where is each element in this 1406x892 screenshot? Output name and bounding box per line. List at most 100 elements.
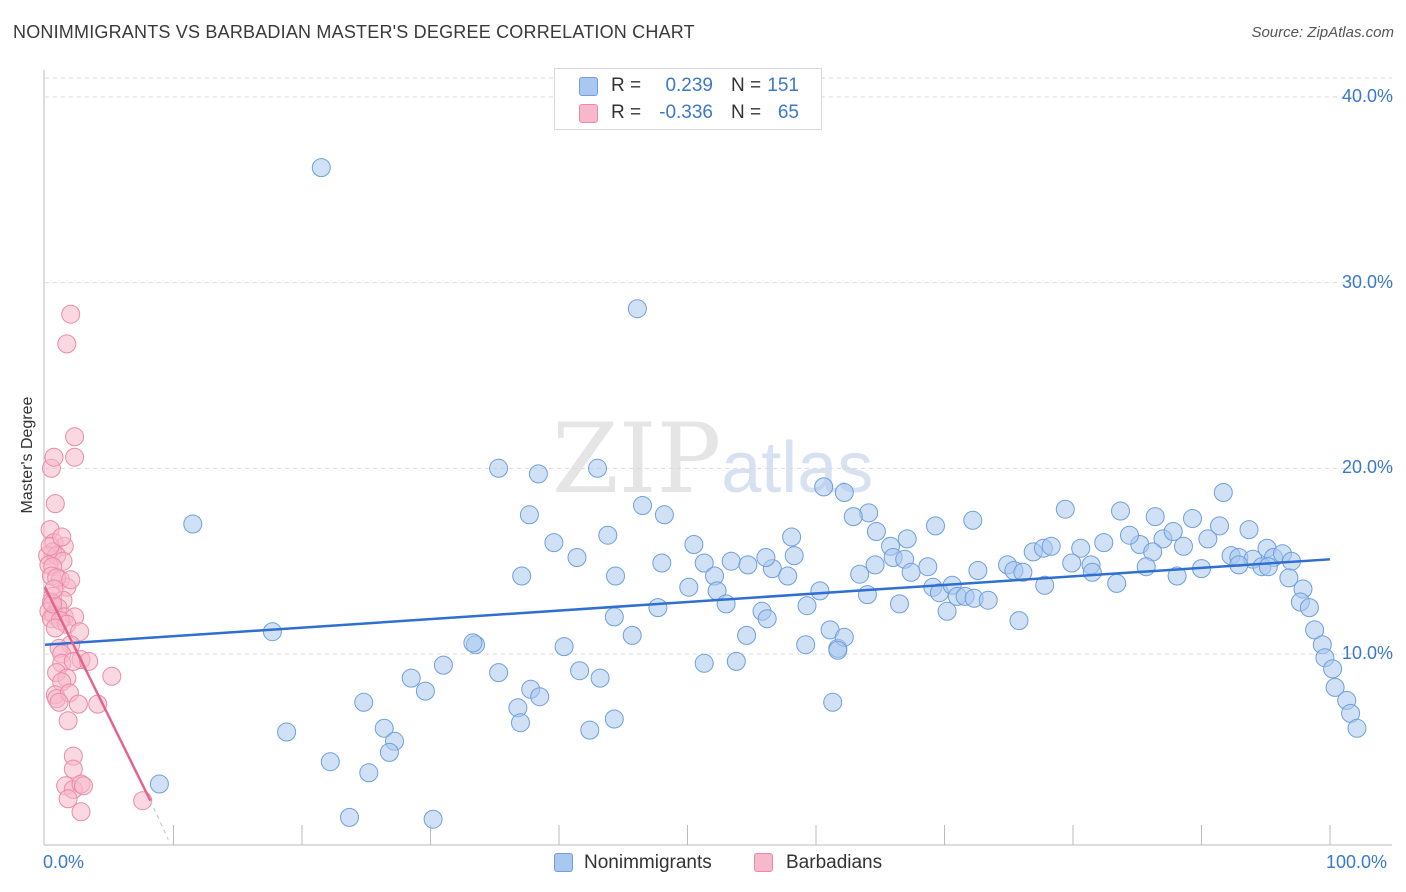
data-point-barbadians: [74, 776, 93, 796]
data-point-nonimmigrants: [738, 555, 758, 575]
data-point-nonimmigrants: [567, 548, 587, 567]
series-legend-swatch-blue: [554, 853, 573, 872]
data-point-barbadians: [58, 711, 78, 731]
data-point-nonimmigrants: [340, 807, 359, 827]
data-point-nonimmigrants: [797, 596, 817, 616]
data-point-nonimmigrants: [796, 635, 816, 655]
data-point-nonimmigrants: [463, 633, 483, 653]
data-point-nonimmigrants: [901, 562, 921, 582]
data-point-nonimmigrants: [694, 553, 714, 573]
data-point-nonimmigrants: [1213, 483, 1233, 502]
trend-line-barbadians-extension: [149, 800, 169, 840]
data-point-nonimmigrants: [1035, 575, 1055, 595]
data-point-nonimmigrants: [757, 609, 777, 629]
data-point-barbadians: [57, 334, 77, 354]
data-point-nonimmigrants: [311, 158, 331, 178]
data-point-nonimmigrants: [415, 681, 435, 701]
trend-lines: [43, 558, 1331, 840]
data-point-nonimmigrants: [1041, 536, 1061, 556]
data-point-nonimmigrants: [633, 496, 652, 515]
data-point-nonimmigrants: [354, 692, 374, 712]
data-point-nonimmigrants: [1120, 525, 1139, 545]
legend-n-value: 151: [767, 75, 799, 96]
legend-row-barbadians: R = -0.336 N = 65: [555, 102, 821, 126]
series-barbadians: [38, 304, 153, 822]
data-point-nonimmigrants: [1279, 568, 1299, 588]
legend-r-value: -0.336: [659, 102, 713, 123]
data-point-nonimmigrants: [519, 505, 539, 525]
data-point-nonimmigrants: [512, 566, 532, 586]
data-point-nonimmigrants: [756, 548, 776, 567]
data-point-nonimmigrants: [648, 598, 668, 618]
data-point-nonimmigrants: [320, 752, 340, 772]
data-point-barbadians: [52, 527, 72, 547]
data-point-nonimmigrants: [1198, 529, 1218, 549]
data-point-nonimmigrants: [694, 653, 714, 673]
data-point-nonimmigrants: [379, 742, 399, 762]
data-point-barbadians: [65, 447, 85, 467]
data-point-nonimmigrants: [778, 566, 798, 586]
data-point-nonimmigrants: [604, 709, 624, 729]
legend-n-value: 65: [777, 102, 799, 123]
data-point-nonimmigrants: [433, 655, 453, 675]
correlation-legend: R = 0.239 N = 151 R = -0.336 N = 65: [554, 68, 822, 130]
data-point-nonimmigrants: [374, 718, 394, 738]
data-point-nonimmigrants: [1239, 520, 1259, 540]
data-point-nonimmigrants: [857, 585, 877, 605]
data-point-barbadians: [102, 666, 122, 686]
data-point-nonimmigrants: [1094, 533, 1114, 553]
data-point-nonimmigrants: [606, 566, 625, 586]
data-point-nonimmigrants: [1009, 611, 1029, 631]
data-point-nonimmigrants: [834, 483, 854, 502]
data-point-barbadians: [61, 304, 81, 324]
data-point-nonimmigrants: [1071, 538, 1091, 558]
legend-swatch-pink: [579, 104, 598, 123]
legend-n-label: N =: [731, 75, 762, 96]
data-point-nonimmigrants: [622, 625, 642, 645]
data-point-nonimmigrants: [1013, 562, 1033, 582]
data-point-nonimmigrants: [1305, 620, 1325, 640]
legend-row-nonimmigrants: R = 0.239 N = 151: [555, 75, 821, 99]
data-point-barbadians: [58, 789, 78, 809]
x-tick-label-max: 100.0%: [1326, 852, 1388, 872]
data-point-nonimmigrants: [978, 590, 998, 610]
y-tick-label: 10.0%: [1341, 643, 1393, 663]
data-point-nonimmigrants: [1145, 507, 1165, 527]
data-point-nonimmigrants: [1299, 598, 1319, 618]
data-point-barbadians: [71, 802, 91, 822]
data-point-nonimmigrants: [277, 722, 297, 742]
data-point-nonimmigrants: [1174, 536, 1193, 556]
data-point-nonimmigrants: [726, 651, 746, 671]
data-point-nonimmigrants: [1082, 562, 1102, 582]
data-point-nonimmigrants: [359, 763, 379, 783]
data-point-nonimmigrants: [828, 640, 848, 660]
data-point-nonimmigrants: [598, 525, 618, 545]
data-point-nonimmigrants: [968, 561, 988, 580]
data-point-nonimmigrants: [963, 510, 983, 530]
data-point-nonimmigrants: [716, 594, 736, 614]
data-point-nonimmigrants: [1183, 509, 1202, 528]
data-point-barbadians: [45, 494, 65, 514]
data-point-nonimmigrants: [544, 533, 564, 553]
series-legend-nonimmigrants: Nonimmigrants: [584, 852, 712, 873]
data-point-nonimmigrants: [823, 692, 843, 712]
data-point-nonimmigrants: [721, 551, 741, 571]
data-point-nonimmigrants: [918, 557, 938, 577]
data-point-nonimmigrants: [784, 546, 804, 566]
data-point-nonimmigrants: [890, 594, 909, 614]
data-point-barbadians: [44, 447, 64, 467]
data-point-nonimmigrants: [850, 564, 870, 584]
data-point-nonimmigrants: [679, 577, 699, 597]
legend-r-label: R =: [611, 102, 642, 123]
data-point-nonimmigrants: [1163, 522, 1183, 541]
data-point-nonimmigrants: [1111, 501, 1130, 521]
x-tick-label-min: 0.0%: [43, 852, 85, 872]
data-point-nonimmigrants: [528, 464, 548, 484]
y-tick-label: 40.0%: [1341, 86, 1393, 106]
axes: [43, 70, 1392, 846]
data-point-barbadians: [70, 622, 90, 642]
trend-line-barbadians: [43, 586, 152, 802]
series-legend-barbadians: Barbadians: [786, 852, 883, 873]
data-point-nonimmigrants: [570, 661, 590, 681]
